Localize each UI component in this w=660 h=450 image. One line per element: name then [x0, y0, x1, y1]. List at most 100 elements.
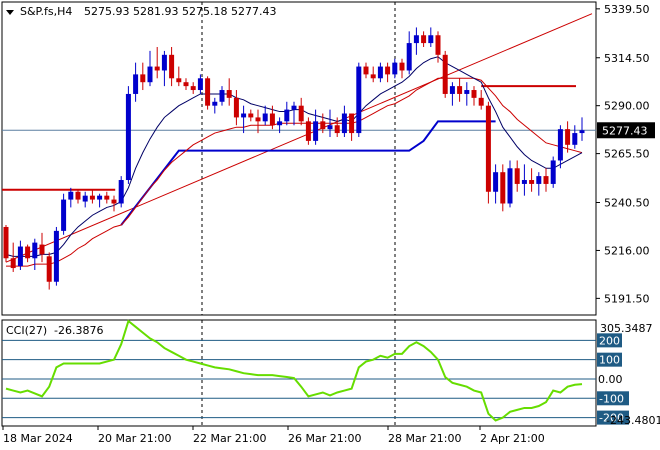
- candle-body: [111, 199, 117, 204]
- candle-body: [356, 66, 362, 134]
- candle-body: [392, 62, 398, 75]
- candle-body: [39, 244, 45, 255]
- candle-body: [320, 121, 326, 130]
- candle-body: [104, 195, 110, 200]
- candle-body: [169, 54, 175, 79]
- candle-body: [313, 121, 319, 141]
- candle-body: [46, 256, 52, 282]
- candle-body: [363, 66, 369, 75]
- candle-body: [579, 130, 585, 134]
- candle-body: [68, 191, 74, 200]
- support-step-line: [120, 120, 496, 226]
- price-tick-label: 5314.50: [604, 52, 650, 65]
- candle-body: [219, 90, 225, 102]
- candle-body: [413, 35, 419, 44]
- candle-body: [529, 180, 535, 184]
- overlay-lines: [2, 13, 596, 267]
- symbol-label: S&P.fs,H4: [20, 5, 72, 18]
- candle-body: [334, 125, 340, 134]
- candle-body: [305, 121, 311, 141]
- candle-body: [161, 54, 167, 71]
- price-tick-label: 5191.50: [604, 292, 650, 305]
- candle-body: [284, 109, 290, 122]
- indicator-value: -26.3876: [54, 324, 103, 337]
- time-tick-label: 26 Mar 21:00: [288, 432, 361, 445]
- candle-body: [457, 86, 463, 94]
- time-tick-label: 2 Apr 21:00: [480, 432, 545, 445]
- candle-body: [212, 101, 218, 106]
- candle-body: [53, 230, 59, 282]
- candle-body: [205, 78, 211, 106]
- candle-body: [233, 97, 239, 118]
- candle-body: [3, 226, 9, 259]
- vertical-gridlines: [201, 2, 396, 426]
- cci-line: [5, 319, 583, 422]
- cci-level-badge: [597, 410, 629, 425]
- candle-body: [521, 180, 527, 184]
- candle-body: [248, 113, 254, 118]
- cci-series: [5, 319, 583, 422]
- candle-body: [125, 93, 131, 181]
- ohlc-readout: 5275.93 5281.93 5275.18 5277.43: [84, 5, 276, 18]
- candle-body: [32, 242, 38, 259]
- candle-body: [277, 121, 283, 126]
- candle-body: [154, 66, 160, 71]
- candle-body: [140, 74, 146, 83]
- candle-body: [118, 180, 124, 204]
- candle-body: [10, 258, 16, 269]
- candle-body: [435, 35, 441, 55]
- candle-body: [550, 160, 556, 184]
- candle-body: [514, 168, 520, 184]
- candle-body: [349, 113, 355, 134]
- candle-body: [226, 90, 232, 98]
- price-panel: [1, 1, 597, 316]
- current-price-label: 5277.43: [602, 124, 648, 137]
- candle-body: [370, 74, 376, 79]
- candle-body: [61, 199, 67, 231]
- candle-body: [572, 133, 578, 145]
- indicator-panel: [1, 319, 597, 427]
- candle-body: [25, 246, 31, 259]
- candle-body: [500, 172, 506, 204]
- candle-body: [262, 113, 268, 122]
- price-tick-label: 5216.00: [604, 244, 650, 257]
- candle-body: [478, 97, 484, 106]
- candle-body: [190, 86, 196, 91]
- dropdown-triangle-icon[interactable]: [6, 10, 14, 15]
- candle-body: [421, 35, 427, 44]
- indicator-name: CCI(27): [6, 324, 47, 337]
- candle-body: [89, 195, 95, 200]
- time-tick-label: 18 Mar 2024: [3, 432, 73, 445]
- current-price-badge: [597, 122, 655, 139]
- chart-header: S&P.fs,H4 5275.93 5281.93 5275.18 5277.4…: [6, 5, 276, 18]
- candles: [3, 27, 585, 290]
- candle-body: [507, 168, 513, 204]
- price-tick-label: 5290.00: [604, 100, 650, 113]
- cci-min-label: -243.4801: [606, 414, 660, 427]
- candle-body: [399, 62, 405, 71]
- candle-body: [385, 66, 391, 75]
- candle-body: [341, 113, 347, 134]
- cci-level-label: -200: [599, 412, 624, 425]
- candle-body: [147, 66, 153, 83]
- candle-body: [197, 78, 203, 91]
- candle-body: [241, 113, 247, 118]
- candle-body: [536, 176, 542, 184]
- cci-level-label: 100: [599, 354, 620, 367]
- candle-body: [464, 90, 470, 94]
- candle-body: [406, 43, 412, 71]
- cci-max-label: 305.3487: [600, 322, 653, 335]
- candle-body: [97, 195, 103, 200]
- cci-axis: 200 100 0.00 -100 -200 305.3487 -243.4801: [597, 322, 660, 427]
- time-tick-label: 28 Mar 21:00: [388, 432, 461, 445]
- candle-body: [133, 74, 139, 94]
- cci-level-badge: [597, 333, 622, 348]
- candle-body: [176, 78, 182, 83]
- candle-body: [442, 54, 448, 94]
- cci-level-badge: [597, 352, 622, 367]
- candle-body: [75, 191, 81, 200]
- time-axis: 18 Mar 2024 20 Mar 21:00 22 Mar 21:00 26 Ma…: [2, 426, 545, 445]
- trendline: [5, 13, 593, 263]
- time-tick-label: 20 Mar 21:00: [98, 432, 171, 445]
- candle-body: [557, 129, 563, 161]
